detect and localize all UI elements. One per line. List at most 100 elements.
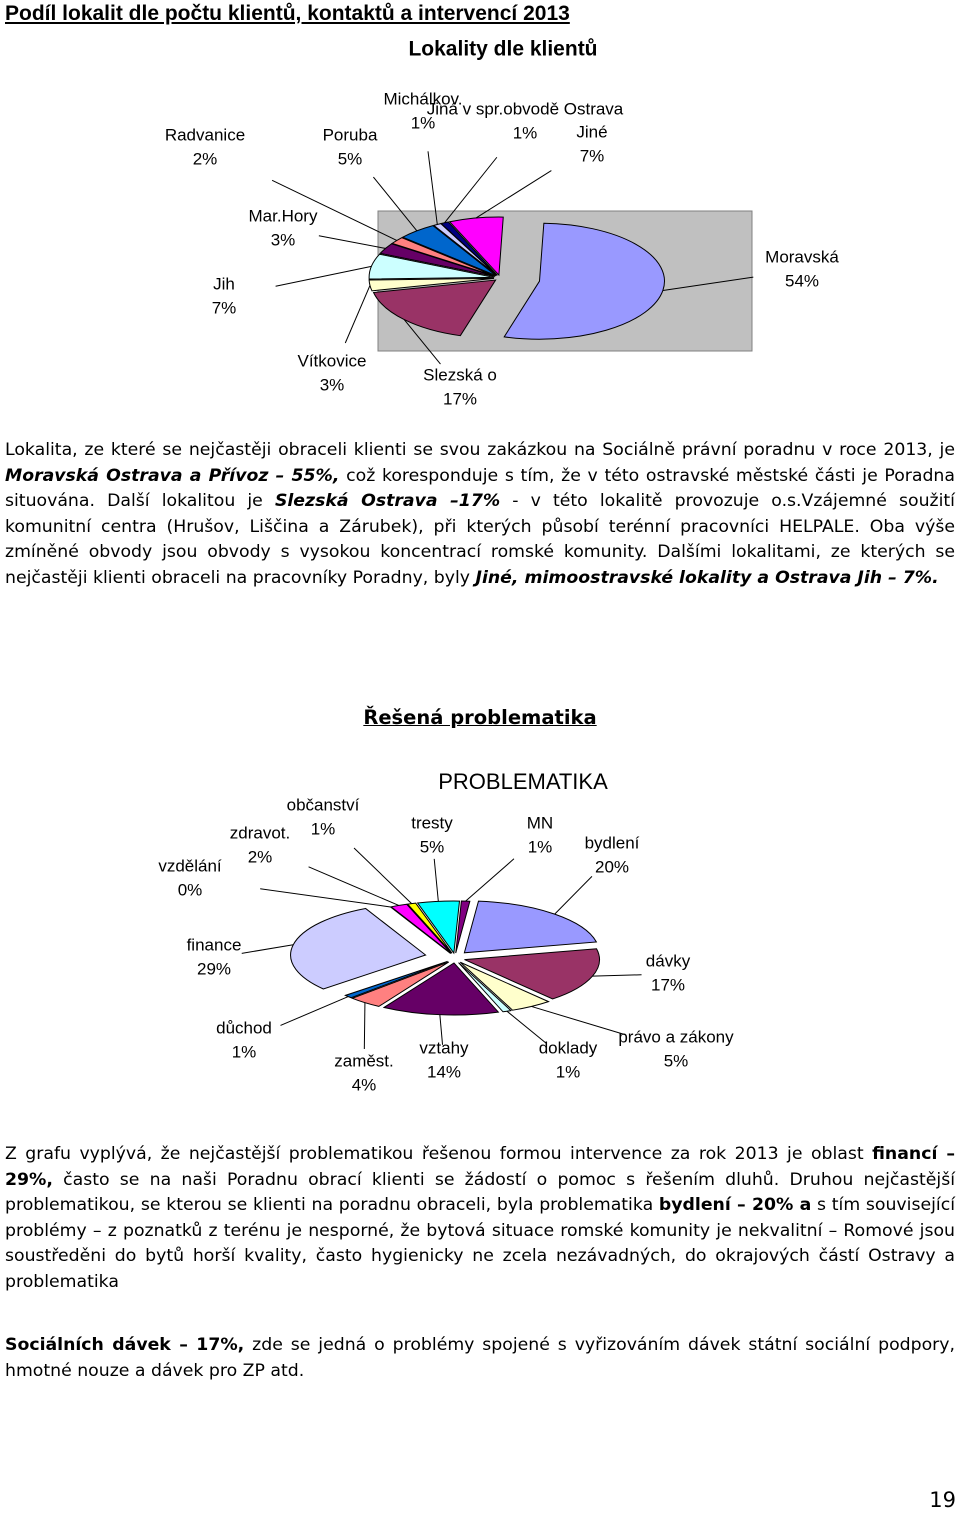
slice-label: Mar.Hory: [249, 206, 318, 225]
slice-value-label: 20%: [595, 857, 629, 876]
leader-line: [318, 235, 386, 249]
pie-slice: [459, 961, 550, 1011]
pie-slice: [290, 907, 427, 990]
slice-value-label: 0%: [178, 880, 203, 899]
slice-label: finance: [187, 935, 242, 954]
text: Jiné, mimoostravské lokality a Ostrava J…: [475, 567, 939, 588]
slice-label: Vítkovice: [298, 351, 367, 370]
slice-value-label: 1%: [411, 113, 436, 132]
slice-label: tresty: [411, 813, 453, 832]
leader-line: [363, 1002, 366, 1050]
page-number: 19: [929, 1488, 956, 1512]
slice-label: Slezská o: [423, 365, 497, 384]
text: Slezská Ostrava –17%: [274, 491, 501, 511]
slice-value-label: 2%: [248, 847, 273, 866]
pie-slice: [382, 962, 500, 1016]
section-title: Řešená problematika: [363, 706, 597, 729]
slice-value-label: 4%: [352, 1075, 377, 1094]
slice-label: Poruba: [323, 125, 378, 144]
slice-value-label: 1%: [513, 123, 538, 142]
leader-line: [260, 888, 391, 908]
leader-line: [275, 265, 372, 287]
slice-label: vzdělání: [158, 856, 222, 875]
slice-label: dávky: [646, 951, 691, 970]
leader-line: [433, 858, 439, 902]
slice-value-label: 54%: [785, 271, 819, 290]
slice-value-label: 2%: [193, 149, 218, 168]
slice-value-label: 17%: [443, 389, 477, 408]
pie-slice: [368, 277, 495, 292]
leader-line: [506, 1010, 547, 1044]
slice-label: Jih: [213, 274, 235, 293]
leader-line: [403, 319, 441, 365]
slice-value-label: 3%: [271, 230, 296, 249]
slice-label: zaměst.: [334, 1051, 394, 1070]
slice-value-label: 29%: [197, 959, 231, 978]
slice-label: občanství: [287, 795, 360, 814]
slice-value-label: 1%: [528, 837, 553, 856]
slice-label: vztahy: [419, 1038, 469, 1057]
slice-label: Michálkov.: [383, 89, 462, 108]
slice-value-label: 1%: [232, 1042, 257, 1061]
leader-line: [531, 1005, 626, 1036]
text: Lokalita, ze které se nejčastěji obracel…: [5, 440, 955, 460]
slice-value-label: 17%: [651, 975, 685, 994]
pie-slice: [503, 222, 665, 340]
paragraph: Z grafu vyplývá, že nejčastější problema…: [5, 1142, 955, 1295]
slice-value-label: 7%: [580, 146, 605, 165]
chart-title: PROBLEMATIKA: [438, 769, 608, 794]
leader-line: [439, 1014, 444, 1045]
slice-label: zdravot.: [230, 823, 290, 842]
text: zde se jedná o problémy spojené s vyřizo…: [5, 1335, 955, 1381]
text: což koresponduje s tím, že v této ostrav…: [5, 465, 955, 512]
slice-label: MN: [527, 813, 553, 832]
slice-label: právo a zákony: [618, 1027, 734, 1046]
leader-line: [241, 944, 294, 954]
pie-slice: [389, 903, 452, 954]
slice-label: bydlení: [585, 833, 640, 852]
leader-line: [554, 876, 593, 915]
pie-slice: [463, 900, 598, 954]
slice-value-label: 14%: [427, 1062, 461, 1081]
leader-line: [592, 974, 642, 977]
paragraph: Lokalita, ze které se nejčastěji obracel…: [5, 438, 955, 591]
slice-label: Jiné: [576, 122, 607, 141]
slice-value-label: 5%: [420, 837, 445, 856]
pie-slice: [368, 253, 495, 280]
leader-line: [353, 847, 412, 904]
leader-line: [373, 176, 418, 232]
chart-title: Lokality dle klientů: [408, 38, 597, 61]
text: Z grafu vyplývá, že nejčastější problema…: [5, 1144, 873, 1164]
text: s tím související problémy – z poznatků …: [5, 1195, 955, 1292]
pie-slice: [464, 948, 600, 1000]
leader-line: [427, 151, 438, 225]
slice-label: doklady: [539, 1038, 598, 1057]
slice-label: Jiná v spr.obvodě Ostrava: [427, 99, 624, 118]
leader-line: [465, 858, 515, 902]
slice-label: Radvanice: [165, 125, 245, 144]
text: Sociálních dávek – 17%,: [5, 1335, 245, 1355]
leader-line: [662, 276, 754, 291]
leader-line: [444, 156, 498, 224]
pie-slice: [401, 225, 497, 277]
slice-value-label: 1%: [311, 819, 336, 838]
leader-line: [280, 996, 349, 1026]
slice-value-label: 3%: [320, 375, 345, 394]
slice-value-label: 5%: [338, 149, 363, 168]
leader-line: [271, 179, 397, 241]
page-title: Podíl lokalit dle počtu klientů, kontakt…: [5, 2, 570, 25]
text: často se na naši Poradnu obrací klienti …: [5, 1169, 955, 1216]
slice-value-label: 7%: [212, 298, 237, 317]
text: financí – 29%,: [5, 1144, 955, 1190]
leader-line: [475, 170, 552, 219]
slice-value-label: 1%: [556, 1062, 581, 1081]
slice-value-label: 5%: [664, 1051, 689, 1070]
leader-line: [308, 866, 400, 906]
text: bydlení – 20% a: [658, 1195, 812, 1215]
pie-slice: [344, 960, 448, 999]
text: - v této lokalitě provozuje o.s.Vzájemné…: [5, 491, 955, 588]
pie-slice: [416, 900, 461, 955]
paragraph: Sociálních dávek – 17%, zde se jedná o p…: [5, 1333, 955, 1384]
